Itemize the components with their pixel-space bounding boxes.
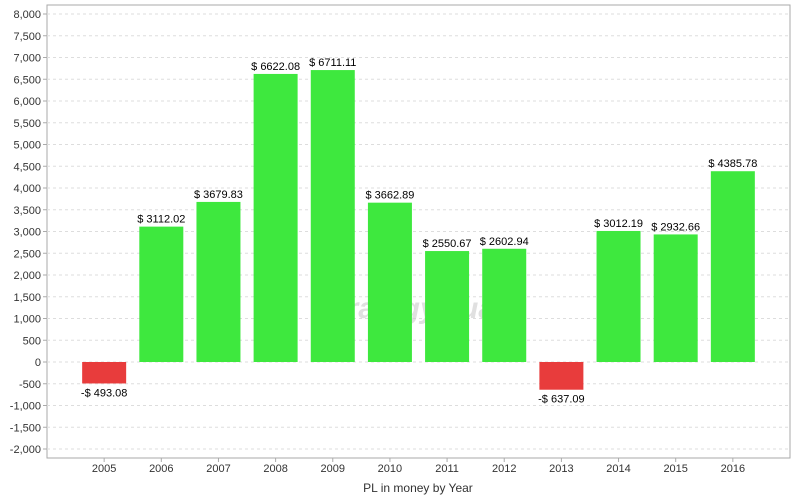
y-tick-label: -1,500 — [10, 422, 41, 434]
y-tick-label: 1,500 — [13, 292, 41, 304]
x-tick-label: 2013 — [549, 463, 573, 475]
data-label-2008: $ 6622.08 — [251, 61, 300, 73]
bar-2009 — [310, 70, 355, 362]
y-tick-label: 8,000 — [13, 9, 41, 21]
x-tick-label: 2015 — [663, 463, 687, 475]
data-label-2009: $ 6711.11 — [309, 57, 356, 69]
bar-2006 — [139, 226, 184, 362]
bar-2013 — [539, 362, 584, 390]
bar-2012 — [482, 248, 527, 362]
y-tick-label: 6,000 — [13, 96, 41, 108]
y-tick-label: 4,500 — [13, 161, 41, 173]
x-tick-label: 2012 — [492, 463, 516, 475]
y-tick-label: 7,000 — [13, 53, 41, 65]
y-tick-label: 0 — [35, 357, 41, 369]
y-tick-label: 3,500 — [13, 205, 41, 217]
data-label-2007: $ 3679.83 — [194, 189, 243, 201]
data-label-2011: $ 2550.67 — [423, 238, 472, 250]
x-axis-title: PL in money by Year — [363, 481, 473, 495]
y-tick-label: 6,500 — [13, 74, 41, 86]
y-tick-label: 500 — [23, 335, 41, 347]
bar-2005 — [82, 362, 127, 384]
x-tick-label: 2006 — [149, 463, 173, 475]
y-tick-label: 2,500 — [13, 248, 41, 260]
bar-2016 — [710, 171, 755, 362]
bar-2014 — [596, 230, 641, 362]
x-tick-label: 2014 — [606, 463, 630, 475]
x-tick-label: 2009 — [321, 463, 345, 475]
y-tick-label: -1,000 — [10, 401, 41, 413]
data-label-2015: $ 2932.66 — [651, 221, 700, 233]
x-tick-label: 2011 — [435, 463, 459, 475]
y-tick-label: -2,000 — [10, 444, 41, 456]
data-label-2006: $ 3112.02 — [137, 214, 185, 226]
bar-2008 — [253, 73, 298, 363]
data-label-2013: -$ 637.09 — [538, 394, 584, 406]
y-tick-label: 4,000 — [13, 183, 41, 195]
y-tick-label: 2,000 — [13, 270, 41, 282]
data-label-2016: $ 4385.78 — [708, 158, 757, 170]
y-tick-label: 1,000 — [13, 314, 41, 326]
data-label-2012: $ 2602.94 — [480, 236, 529, 248]
data-label-2005: -$ 493.08 — [81, 387, 127, 399]
y-tick-label: -500 — [19, 379, 41, 391]
y-tick-label: 5,500 — [13, 118, 41, 130]
x-tick-label: 2005 — [92, 463, 116, 475]
bar-2007 — [196, 201, 241, 362]
y-tick-label: 3,000 — [13, 227, 41, 239]
y-tick-label: 7,500 — [13, 31, 41, 43]
bar-2011 — [425, 251, 470, 362]
y-tick-label: 5,000 — [13, 140, 41, 152]
x-tick-label: 2007 — [206, 463, 230, 475]
data-label-2014: $ 3012.19 — [594, 218, 643, 230]
x-tick-label: 2008 — [263, 463, 287, 475]
data-label-2010: $ 3662.89 — [365, 190, 414, 202]
bar-2010 — [367, 202, 412, 362]
x-tick-label: 2016 — [721, 463, 745, 475]
bar-2015 — [653, 234, 698, 362]
x-tick-label: 2010 — [378, 463, 402, 475]
